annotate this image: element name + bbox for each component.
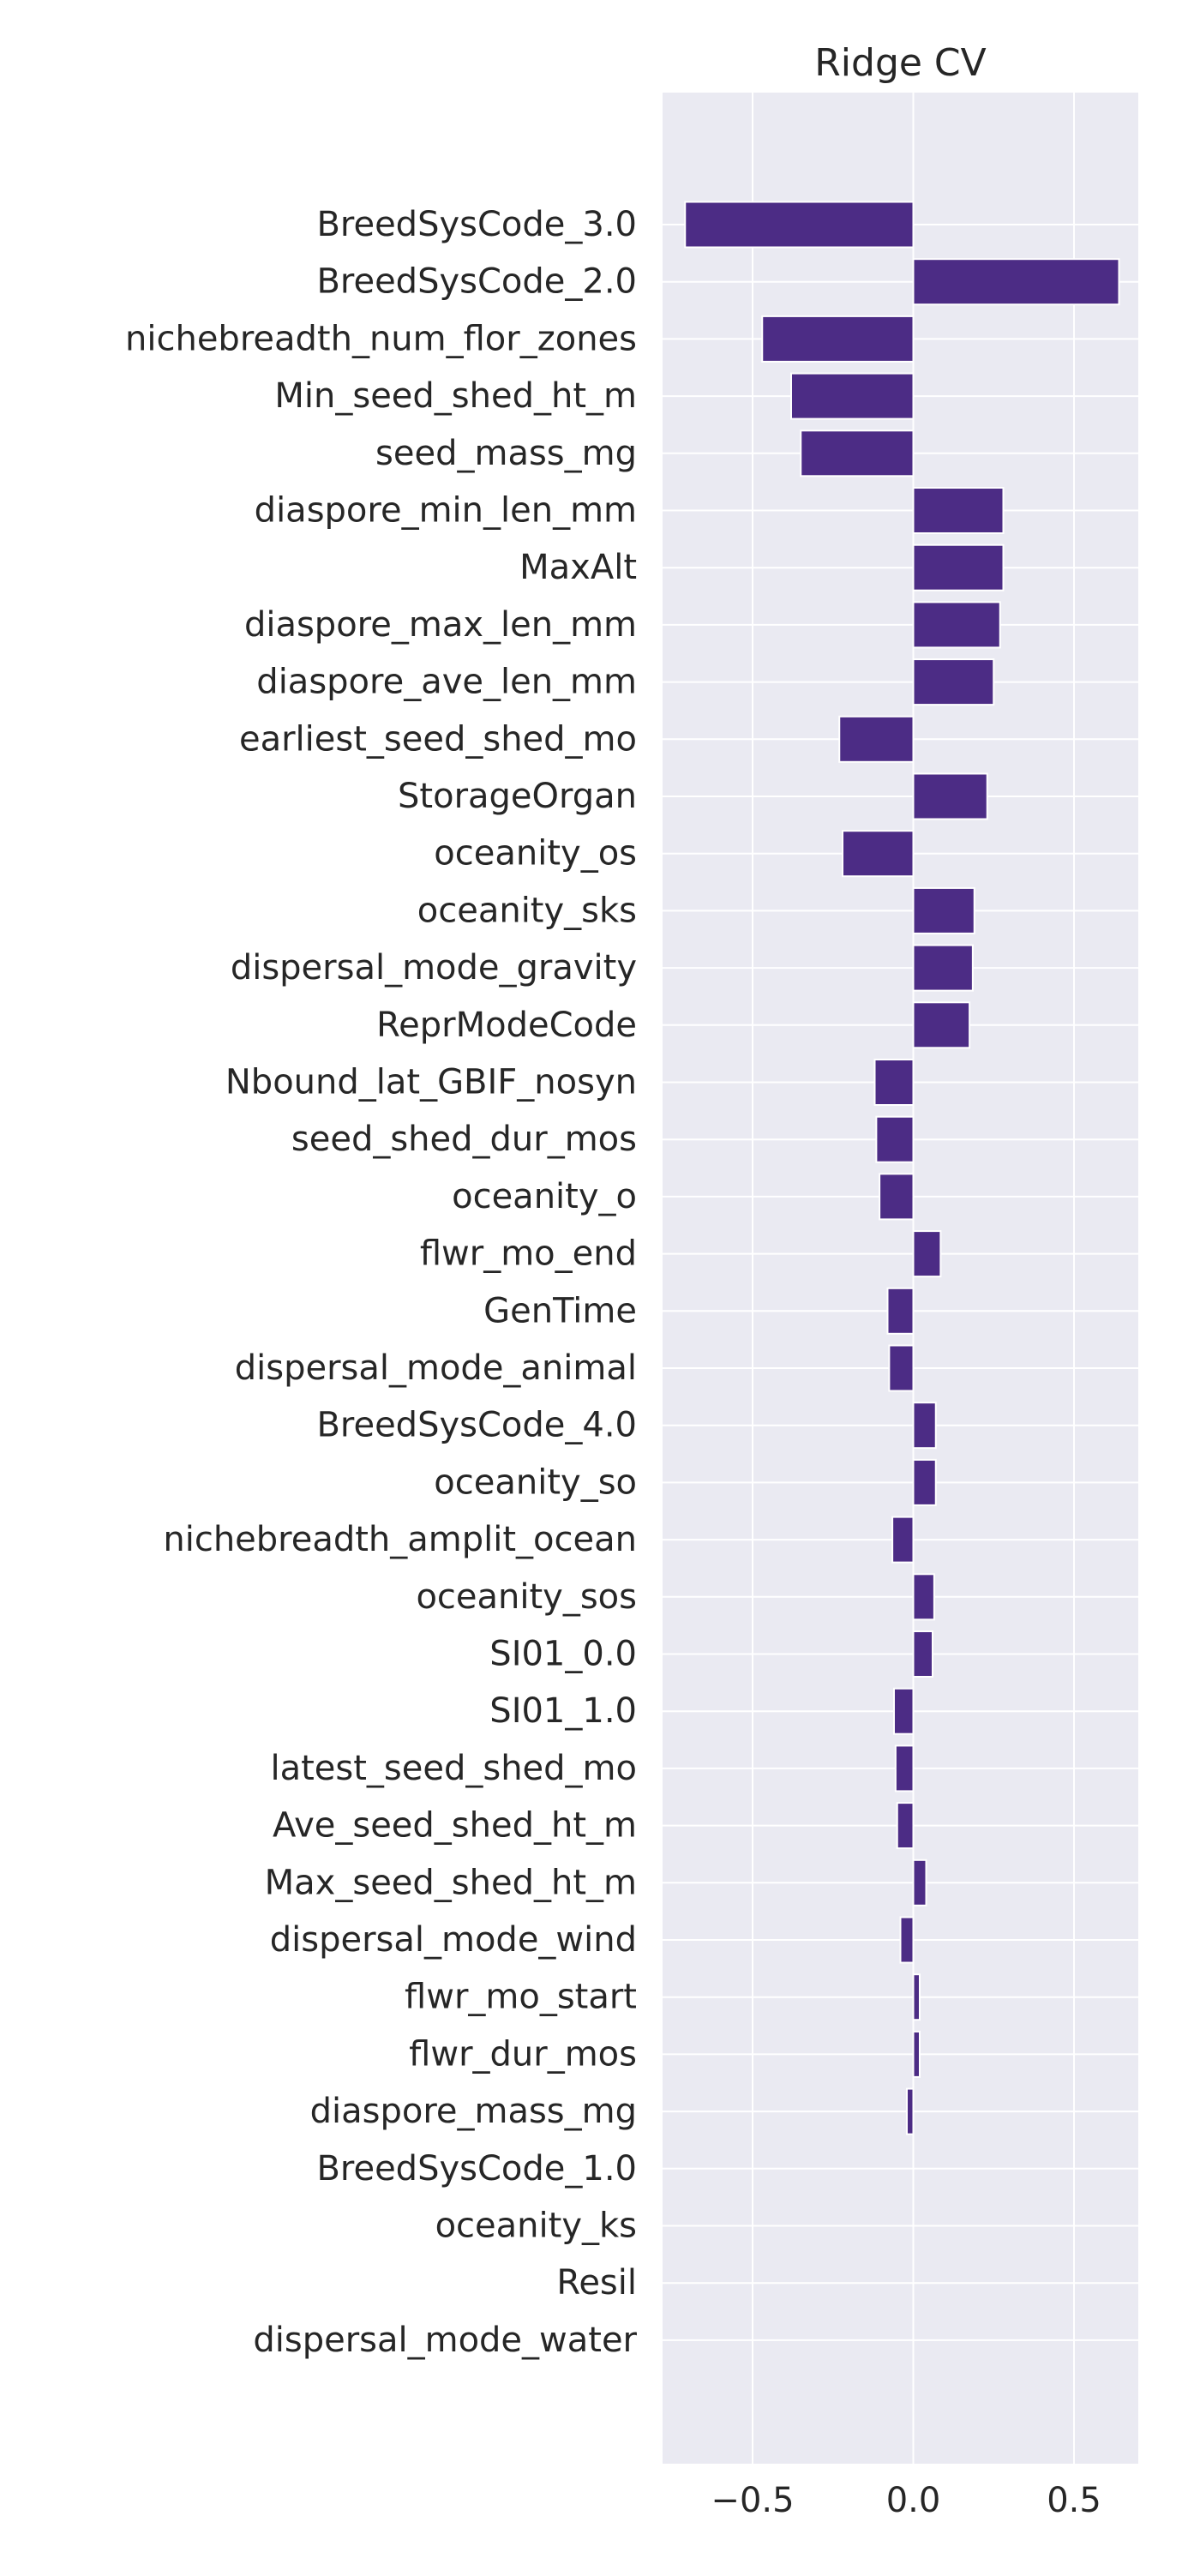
bar [891, 1516, 915, 1564]
x-tick-label: 0.0 [886, 2481, 941, 2520]
y-tick-label: earliest_seed_shed_mo [239, 719, 637, 759]
y-tick-label: Resil [556, 2263, 637, 2303]
bar [912, 543, 1005, 591]
bar [879, 1173, 915, 1221]
bar [893, 1687, 915, 1735]
x-tick-label: 0.5 [1047, 2481, 1101, 2520]
x-tick-labels: −0.5 0.0 0.5 [711, 2481, 1101, 2520]
y-tick-label: MaxAlt [519, 548, 637, 587]
y-tick-labels: BreedSysCode_3.0 BreedSysCode_2.0 nichebre… [125, 205, 638, 2360]
x-tick-label: −0.5 [711, 2481, 794, 2520]
y-tick-label: Max_seed_shed_ht_m [265, 1863, 637, 1902]
bar [906, 2087, 915, 2135]
bar [894, 1744, 915, 1792]
bar [912, 1001, 971, 1049]
bar [912, 944, 974, 992]
y-tick-label: diaspore_max_len_mm [244, 605, 637, 645]
y-tick-label: latest_seed_shed_mo [270, 1749, 637, 1788]
y-tick-label: Min_seed_shed_ht_m [274, 376, 637, 416]
y-tick-label: ReprModeCode [376, 1006, 637, 1045]
bar [912, 1573, 935, 1621]
bar [912, 601, 1001, 649]
bar [888, 1344, 915, 1392]
bar [912, 1458, 937, 1506]
y-tick-label: Ave_seed_shed_ht_m [273, 1806, 637, 1846]
y-tick-label: dispersal_mode_wind [270, 1920, 637, 1960]
bar [912, 1858, 927, 1906]
bar [875, 1115, 915, 1163]
y-tick-label: BreedSysCode_4.0 [316, 1406, 637, 1445]
y-tick-label: BreedSysCode_1.0 [316, 2149, 637, 2189]
bar [912, 1402, 937, 1450]
y-tick-label: oceanity_ks [435, 2207, 637, 2246]
y-tick-label: BreedSysCode_2.0 [316, 262, 637, 302]
y-tick-label: oceanity_o [452, 1177, 637, 1216]
bar [761, 315, 915, 363]
bar [873, 1059, 915, 1106]
bar [684, 201, 915, 249]
y-tick-label: GenTime [483, 1291, 637, 1330]
y-tick-label: nichebreadth_num_flor_zones [125, 319, 637, 358]
y-tick-label: BreedSysCode_3.0 [316, 205, 637, 244]
bar [790, 372, 915, 420]
y-tick-label: dispersal_mode_animal [235, 1348, 637, 1388]
bar [912, 658, 995, 706]
bar [886, 1287, 915, 1335]
bar [896, 1802, 915, 1850]
y-tick-label: nichebreadth_amplit_ocean [163, 1520, 637, 1559]
plot-background [663, 93, 1138, 2464]
bars [684, 201, 1120, 2135]
y-tick-label: flwr_mo_start [405, 1978, 637, 2017]
y-tick-label: flwr_mo_end [420, 1234, 637, 1274]
y-tick-label: diaspore_mass_mg [310, 2092, 637, 2131]
y-tick-label: StorageOrgan [398, 777, 637, 816]
y-tick-label: oceanity_so [434, 1462, 637, 1502]
y-tick-label: flwr_dur_mos [409, 2034, 637, 2074]
bar [912, 772, 988, 820]
bar [842, 830, 915, 878]
bar [912, 258, 1120, 306]
y-tick-label: oceanity_sks [417, 891, 637, 930]
bar [912, 2030, 921, 2078]
y-tick-label: dispersal_mode_gravity [231, 948, 637, 988]
y-tick-label: seed_shed_dur_mos [291, 1120, 637, 1159]
y-tick-label: SI01_0.0 [489, 1635, 637, 1674]
y-tick-label: diaspore_min_len_mm [255, 491, 637, 531]
bar [912, 1973, 921, 2021]
bar [899, 1916, 915, 1964]
chart-title: Ridge CV [814, 41, 987, 85]
bar [912, 886, 975, 934]
bar [912, 1630, 933, 1678]
y-tick-label: oceanity_sos [416, 1577, 637, 1617]
y-tick-label: diaspore_ave_len_mm [256, 663, 637, 702]
bar [800, 429, 915, 477]
bar [912, 487, 1005, 534]
y-tick-label: Nbound_lat_GBIF_nosyn [225, 1063, 637, 1102]
bar [912, 1230, 942, 1278]
bar [838, 715, 915, 763]
y-tick-label: dispersal_mode_water [253, 2321, 637, 2360]
y-tick-label: seed_mass_mg [375, 434, 637, 473]
y-tick-label: SI01_1.0 [489, 1691, 637, 1731]
y-tick-label: oceanity_os [434, 834, 637, 874]
